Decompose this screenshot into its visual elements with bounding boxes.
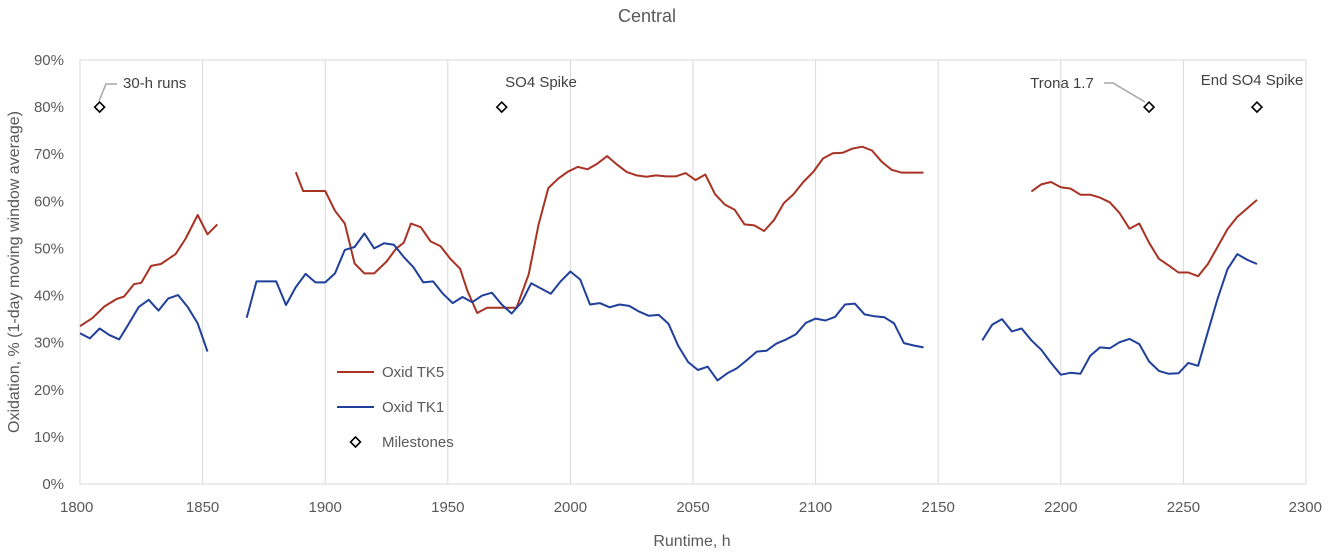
y-tick-label: 30% — [34, 335, 64, 352]
x-tick-label: 2000 — [554, 499, 587, 516]
y-axis-label: Oxidation, % (1-day moving window averag… — [6, 111, 23, 433]
milestone-label: 30-h runs — [123, 75, 186, 92]
milestone-marker — [1142, 101, 1156, 114]
x-tick-label: 2300 — [1289, 499, 1322, 516]
x-tick-label: 2250 — [1167, 499, 1200, 516]
y-tick-label: 80% — [34, 99, 64, 116]
legend: Oxid TK5 Oxid TK1 Milestones — [337, 364, 454, 451]
x-tick-label: 2150 — [922, 499, 955, 516]
legend-swatch — [349, 435, 362, 449]
milestone-label: End SO4 Spike — [1201, 72, 1304, 89]
x-tick-label: 1850 — [186, 499, 219, 516]
y-tick-label: 50% — [34, 240, 64, 257]
milestone-leader-line — [1104, 82, 1146, 103]
x-tick-label: 2100 — [799, 499, 832, 516]
y-tick-label: 10% — [34, 429, 64, 446]
x-tick-label: 2050 — [676, 499, 709, 516]
x-tick-label: 2200 — [1044, 499, 1077, 516]
milestone-label: SO4 Spike — [505, 74, 577, 91]
y-tick-label: 90% — [34, 52, 64, 69]
milestone-marker — [1250, 101, 1264, 114]
series-line-oxid-tk5 — [1030, 181, 1258, 278]
x-tick-label: 1800 — [60, 499, 93, 516]
series-line-oxid-tk1 — [981, 253, 1258, 376]
milestone-label: Trona 1.7 — [1030, 75, 1094, 92]
series-line-oxid-tk1 — [245, 232, 924, 382]
x-axis-label: Runtime, h — [653, 533, 730, 550]
series-line-oxid-tk5 — [294, 145, 924, 314]
series-line-oxid-tk5 — [79, 214, 219, 328]
y-tick-label: 70% — [34, 146, 64, 163]
y-tick-label: 40% — [34, 288, 64, 305]
y-tick-label: 0% — [42, 476, 64, 493]
x-tick-label: 1950 — [431, 499, 464, 516]
chart-title: Central — [618, 6, 676, 26]
legend-label: Milestones — [382, 434, 454, 451]
series-line-oxid-tk1 — [79, 294, 209, 352]
milestone-marker — [93, 101, 106, 114]
y-tick-label: 60% — [34, 193, 64, 210]
legend-label: Oxid TK5 — [382, 364, 444, 381]
legend-label: Oxid TK1 — [382, 399, 444, 416]
milestone-leader-line — [98, 83, 117, 102]
milestone-marker — [495, 101, 508, 114]
x-tick-label: 1900 — [309, 499, 342, 516]
y-tick-label: 20% — [34, 382, 64, 399]
plot-area: 1800 1850 1900 1950 2000 2050 2100 2150 2200 2250… — [34, 52, 1322, 516]
